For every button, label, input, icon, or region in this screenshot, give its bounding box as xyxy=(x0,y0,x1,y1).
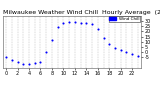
Legend: Wind Chill: Wind Chill xyxy=(109,16,140,22)
Text: Milwaukee Weather Wind Chill  Hourly Average  (24 Hours): Milwaukee Weather Wind Chill Hourly Aver… xyxy=(3,10,160,15)
